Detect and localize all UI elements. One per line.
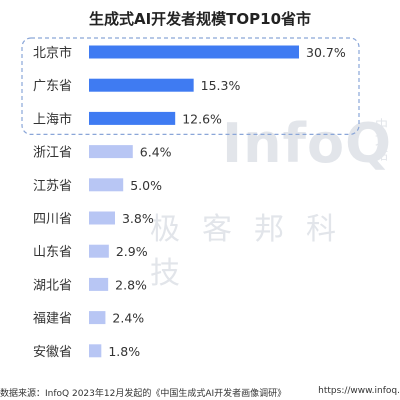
bar [89,311,106,325]
value-label: 2.9% [116,244,148,259]
bar [89,244,109,258]
bar [89,277,109,291]
bar [89,45,299,59]
bar [89,145,133,159]
category-label: 北京市 [33,45,72,61]
bar [89,111,176,125]
value-label: 1.8% [108,344,140,359]
source-url: https://www.infoq. [318,386,400,396]
value-label: 2.8% [115,277,147,292]
bar [89,211,115,225]
value-label: 2.4% [112,311,144,326]
footer: 数据来源：InfoQ 2023年12月发起的《中国生成式AI开发者画像调研》 h… [0,384,400,400]
value-label: 3.8% [122,211,154,226]
category-label: 四川省 [33,212,72,227]
value-label: 15.3% [201,78,241,93]
highlight-box [21,37,360,136]
category-label: 山东省 [33,245,72,260]
category-label: 浙江省 [33,146,72,161]
category-label: 湖北省 [33,278,72,293]
bar [89,178,124,192]
value-label: 6.4% [140,145,172,160]
category-label: 江苏省 [33,178,72,194]
chart-title: 生成式AI开发者规模TOP10省市 [88,10,312,28]
value-label: 5.0% [130,178,162,193]
data-source-note: 数据来源：InfoQ 2023年12月发起的《中国生成式AI开发者画像调研》 [0,389,287,399]
category-label: 上海市 [33,111,72,127]
bar [89,344,102,358]
category-label: 广东省 [33,79,72,94]
category-label: 安徽省 [33,345,72,360]
value-label: 30.7% [306,45,346,60]
value-label: 12.6% [182,111,222,126]
bar [89,78,194,92]
category-label: 福建省 [33,312,72,327]
